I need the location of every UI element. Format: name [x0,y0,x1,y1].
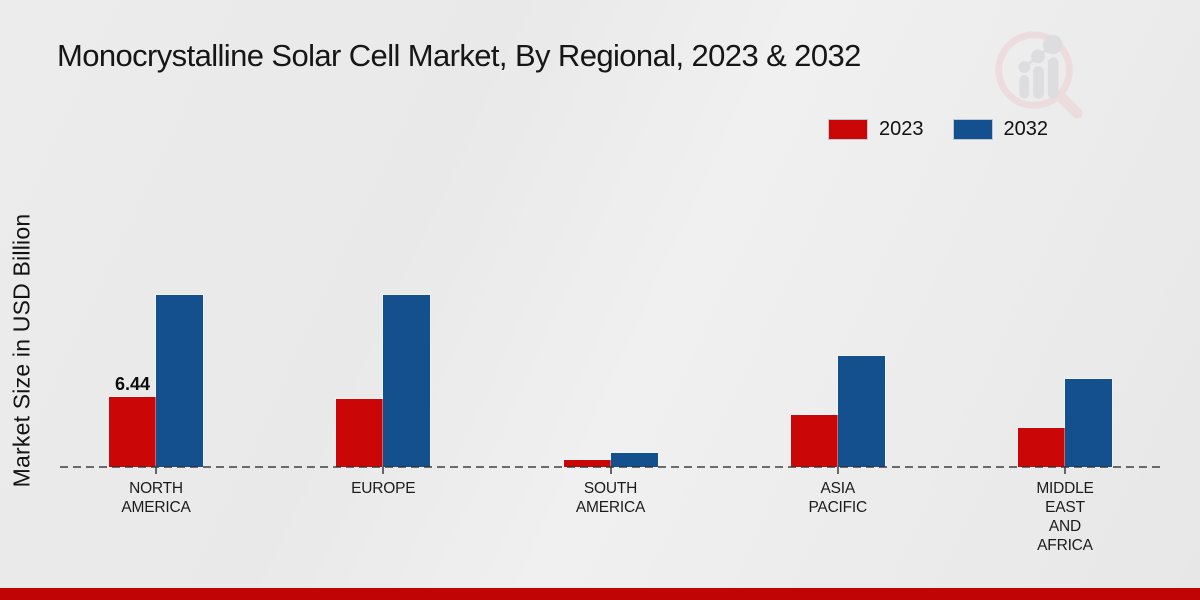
chart-title: Monocrystalline Solar Cell Market, By Re… [57,38,861,73]
bar-2032-middle-east-and-africa [1065,379,1112,467]
category-label-middle-east-and-africa: MIDDLE EAST AND AFRICA [1036,480,1094,554]
bar-2023-south-america [563,460,611,467]
category-label-north-america: NORTH AMERICA [121,480,191,516]
category-label-europe: EUROPE [351,480,416,497]
bar-2032-europe [383,295,431,467]
category-label-asia-pacific: ASIA PACIFIC [808,480,868,516]
bar-2032-north-america [156,295,203,467]
x-axis-tick-europe [382,467,385,474]
magnifier-bar-chart-logo [995,31,1083,119]
bar-group-europe [336,295,431,467]
bar-2023-middle-east-and-africa [1018,428,1065,467]
bar-group-asia-pacific [790,356,885,467]
bar-group-south-america [563,453,658,467]
category-label-south-america: SOUTH AMERICA [575,480,646,516]
x-axis-tick-asia-pacific [836,467,839,474]
legend-swatch-2023 [829,120,867,139]
bar-group-north-america [109,295,203,467]
footer-accent-bar [0,588,1200,600]
x-axis-tick-south-america [609,467,612,474]
legend-item-2023: 2023 [829,118,924,141]
bar-2032-asia-pacific [837,356,885,467]
x-axis-tick-north-america [155,467,157,474]
x-axis-dashed-baseline [60,466,1160,468]
bar-group-middle-east-and-africa [1018,379,1112,467]
legend-swatch-2032 [953,120,992,139]
bar-2023-europe [336,399,384,467]
x-axis-tick-middle-east-and-africa [1064,467,1066,474]
bar-2023-north-america [109,397,156,467]
bar-2032-south-america [610,453,658,467]
data-label-2023-north-america: 6.44 [114,373,151,394]
legend-label-2023: 2023 [879,118,924,140]
bar-2023-asia-pacific [790,415,838,467]
legend: 2023 2032 [829,118,1048,141]
legend-label-2032: 2032 [1003,118,1049,140]
legend-item-2032: 2032 [953,118,1049,141]
